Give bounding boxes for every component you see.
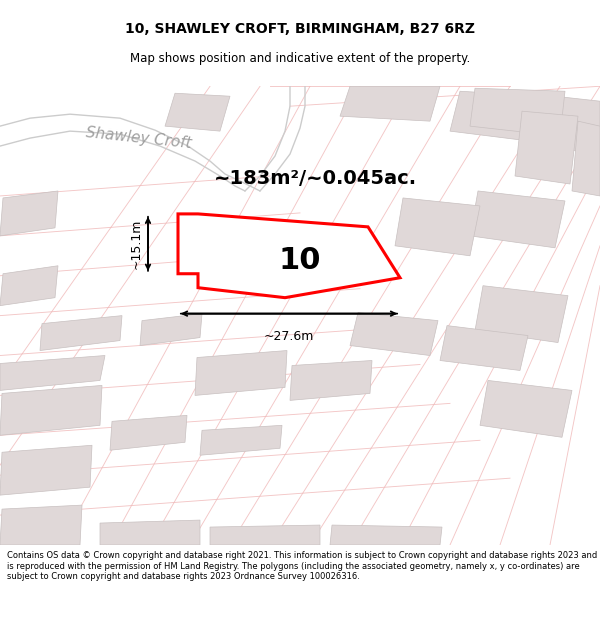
Polygon shape xyxy=(440,326,528,371)
Polygon shape xyxy=(350,312,438,356)
Polygon shape xyxy=(0,191,58,236)
Polygon shape xyxy=(140,314,202,346)
Polygon shape xyxy=(480,381,572,438)
Polygon shape xyxy=(545,96,600,154)
Polygon shape xyxy=(0,386,102,435)
Polygon shape xyxy=(200,426,282,455)
Text: ~15.1m: ~15.1m xyxy=(130,219,143,269)
Polygon shape xyxy=(470,191,565,248)
Polygon shape xyxy=(110,416,187,450)
Polygon shape xyxy=(40,316,122,351)
Polygon shape xyxy=(195,351,287,396)
Polygon shape xyxy=(100,520,200,545)
Polygon shape xyxy=(475,286,568,342)
Polygon shape xyxy=(210,525,320,545)
Polygon shape xyxy=(330,525,442,545)
Polygon shape xyxy=(0,445,92,495)
Polygon shape xyxy=(0,266,58,306)
Text: Shawley Croft: Shawley Croft xyxy=(85,125,192,151)
Polygon shape xyxy=(290,361,372,401)
Polygon shape xyxy=(340,86,440,121)
Text: ~183m²/~0.045ac.: ~183m²/~0.045ac. xyxy=(214,169,416,187)
Polygon shape xyxy=(572,121,600,196)
Polygon shape xyxy=(178,214,400,298)
Text: 10, SHAWLEY CROFT, BIRMINGHAM, B27 6RZ: 10, SHAWLEY CROFT, BIRMINGHAM, B27 6RZ xyxy=(125,21,475,36)
Polygon shape xyxy=(470,88,565,136)
Text: Contains OS data © Crown copyright and database right 2021. This information is : Contains OS data © Crown copyright and d… xyxy=(7,551,598,581)
Text: 10: 10 xyxy=(279,246,321,275)
Text: Map shows position and indicative extent of the property.: Map shows position and indicative extent… xyxy=(130,52,470,64)
Polygon shape xyxy=(165,93,230,131)
Polygon shape xyxy=(0,505,82,545)
Text: ~27.6m: ~27.6m xyxy=(264,329,314,342)
Polygon shape xyxy=(395,198,480,256)
Polygon shape xyxy=(0,356,105,391)
Polygon shape xyxy=(450,91,545,141)
Polygon shape xyxy=(515,111,578,184)
